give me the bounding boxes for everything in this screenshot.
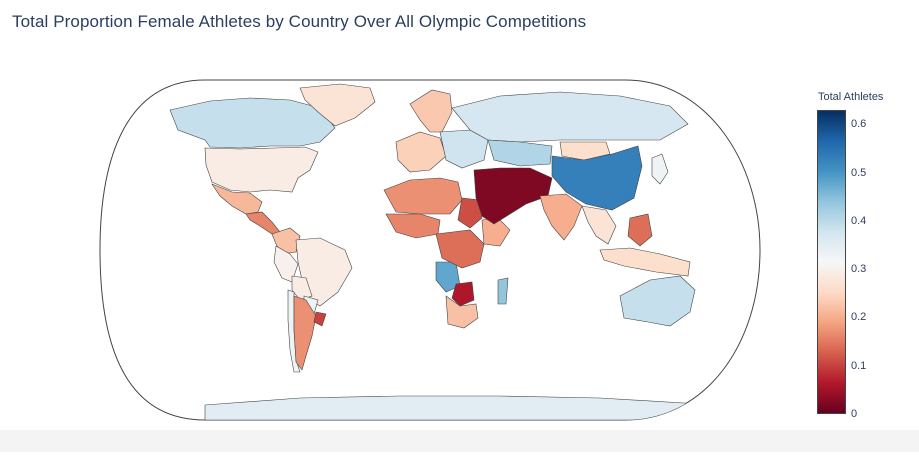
region-argentina[interactable]: Argentina: 0.17 bbox=[293, 295, 317, 371]
colorbar-tick: 0.6 bbox=[851, 118, 867, 131]
region-central-africa[interactable]: Central Africa: 0.14 bbox=[435, 229, 485, 269]
bottom-strip bbox=[0, 430, 919, 452]
region-indonesia[interactable]: Indonesia: 0.26 bbox=[599, 247, 691, 277]
colorbar bbox=[817, 110, 846, 414]
region-middle-east[interactable]: Middle East: 0.02 bbox=[473, 167, 553, 225]
region-western-europe[interactable]: Western Europe: 0.24 bbox=[395, 131, 447, 173]
colorbar-tick: 0.4 bbox=[851, 214, 867, 227]
colorbar-tick: 0.2 bbox=[851, 311, 867, 324]
region-mexico[interactable]: Mexico: 0.21 bbox=[211, 183, 263, 215]
region-united-states[interactable]: United States: 0.29 bbox=[204, 146, 319, 193]
colorbar-tick: 0.3 bbox=[851, 263, 867, 276]
colorbar-tick: 0 bbox=[851, 408, 858, 420]
colorbar-tick: 0.5 bbox=[851, 166, 867, 179]
region-greenland[interactable]: Greenland: 0.27 bbox=[299, 83, 376, 127]
region-madagascar[interactable]: Madagascar: 0.44 bbox=[497, 277, 509, 305]
colorbar-tick: 0.1 bbox=[851, 359, 867, 372]
region-canada[interactable]: Canada: 0.39 bbox=[169, 97, 336, 149]
region-zimbabwe[interactable]: Zimbabwe: 0.06 bbox=[451, 281, 475, 307]
region-uruguay[interactable]: Uruguay: 0.1 bbox=[313, 311, 327, 327]
region-brazil[interactable]: Brazil: 0.29 bbox=[295, 237, 353, 307]
region-india[interactable]: India: 0.2 bbox=[539, 193, 583, 241]
region-australia[interactable]: Australia: 0.39 bbox=[619, 275, 696, 327]
region-china[interactable]: China: 0.53 bbox=[551, 145, 643, 211]
region-antarctica[interactable]: Antarctica: 0.35 bbox=[204, 395, 721, 420]
region-southeast-asia[interactable]: Southeast Asia: 0.27 bbox=[581, 205, 617, 245]
region-japan[interactable]: Japan: 0.33 bbox=[651, 153, 669, 185]
colorbar-title: Total Athletes bbox=[818, 91, 884, 103]
region-kazakhstan[interactable]: Kazakhstan: 0.41 bbox=[487, 139, 553, 167]
region-philippines[interactable]: Philippines: 0.14 bbox=[627, 213, 653, 247]
region-scandinavia[interactable]: Scandinavia: 0.23 bbox=[409, 89, 453, 133]
chart-title: Total Proportion Female Athletes by Coun… bbox=[12, 12, 587, 31]
